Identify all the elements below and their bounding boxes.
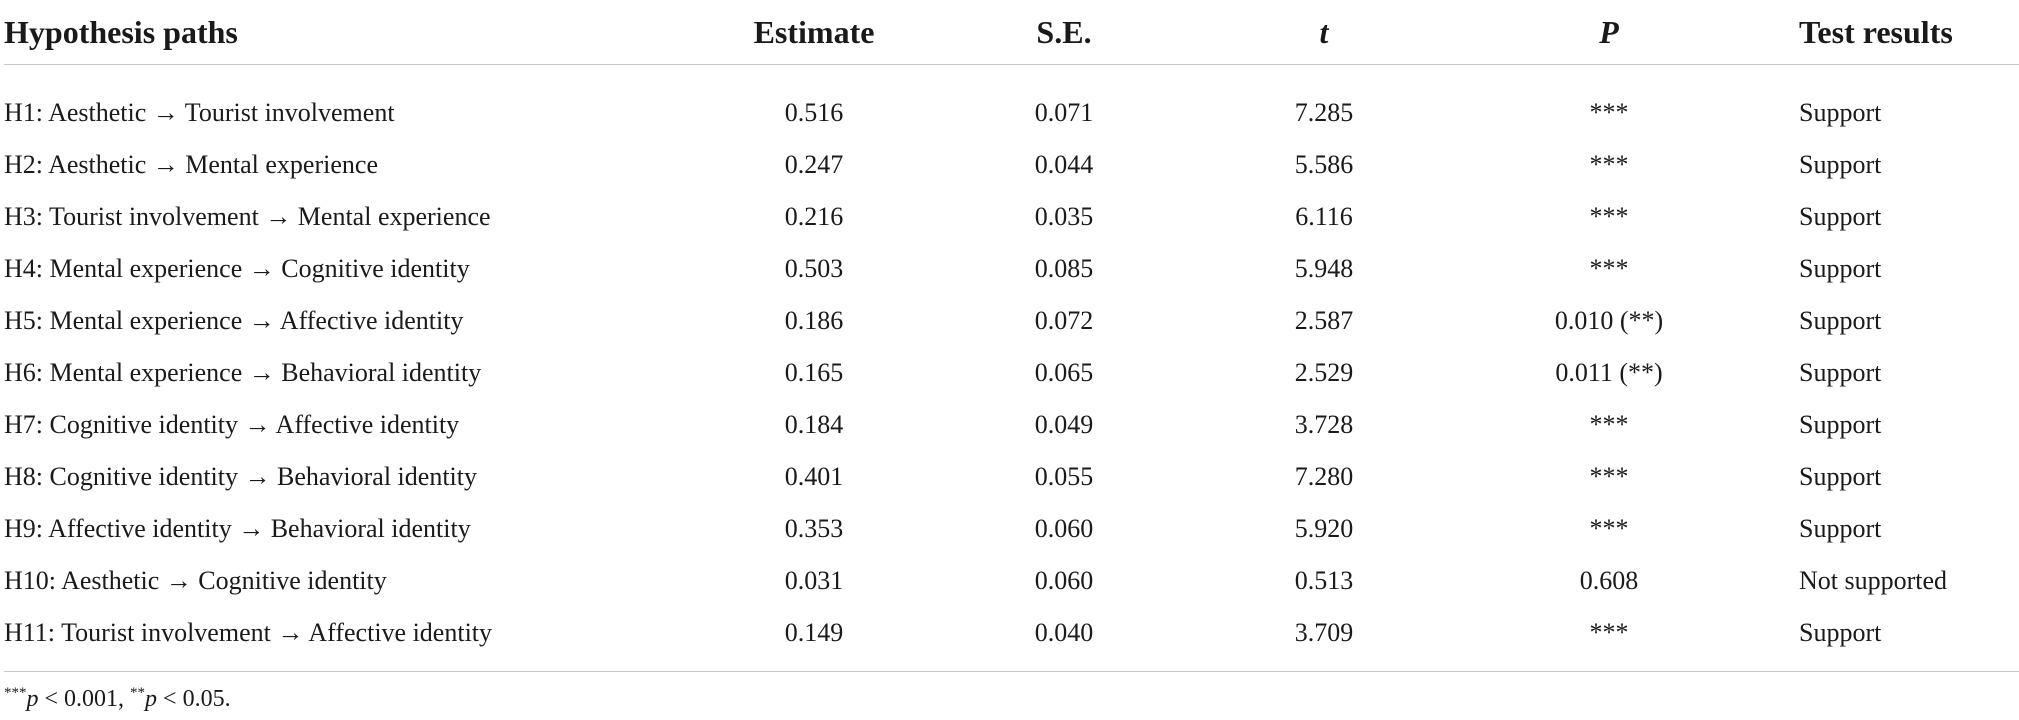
test-result-cell: Support <box>1799 514 1882 543</box>
estimate-cell: 0.184 <box>784 410 844 439</box>
hypothesis-path-cell: H10: Aesthetic → Cognitive identity <box>4 566 387 595</box>
table-row: H4: Mental experience → Cognitive identi… <box>4 243 2019 295</box>
se-cell: 0.060 <box>1034 514 1094 543</box>
footnote-marker-2: ** <box>130 685 146 701</box>
t-value-cell: 5.948 <box>1294 254 1354 283</box>
t-value-cell: 0.513 <box>1294 566 1354 595</box>
footnote-var-2: p <box>145 686 158 712</box>
t-value-cell: 2.587 <box>1294 306 1354 335</box>
table-row: H10: Aesthetic → Cognitive identity 0.031… <box>4 555 2019 607</box>
p-value-cell: 0.011 (**) <box>1555 358 1663 387</box>
se-cell: 0.044 <box>1034 150 1094 179</box>
test-result-cell: Support <box>1769 607 2019 672</box>
estimate-cell: 0.516 <box>784 98 844 127</box>
header-p: P <box>1449 0 1769 65</box>
table-row: H3: Tourist involvement → Mental experie… <box>4 191 2019 243</box>
header-test-results: Test results <box>1769 0 2019 65</box>
t-value-cell: 5.920 <box>1294 514 1354 543</box>
estimate-cell: 0.216 <box>784 202 844 231</box>
se-cell: 0.071 <box>1034 98 1094 127</box>
table-footnote: ***p < 0.001, **p < 0.05. <box>4 685 231 713</box>
p-value-cell: *** <box>1589 202 1629 231</box>
p-value-cell: *** <box>1449 607 1769 672</box>
table-row: H6: Mental experience → Behavioral ident… <box>4 347 2019 399</box>
header-estimate: Estimate <box>699 0 929 65</box>
test-result-cell: Support <box>1799 254 1882 283</box>
t-value-cell: 7.280 <box>1294 462 1354 491</box>
estimate-cell: 0.149 <box>699 607 929 672</box>
t-value-cell: 6.116 <box>1295 202 1353 231</box>
p-value-cell: 0.010 (**) <box>1554 306 1664 335</box>
header-hypothesis-paths: Hypothesis paths <box>4 0 699 65</box>
estimate-cell: 0.247 <box>784 150 844 179</box>
hypothesis-path-cell: H5: Mental experience → Affective identi… <box>4 306 464 335</box>
t-value-cell: 3.728 <box>1294 410 1354 439</box>
table-row: H1: Aesthetic → Tourist involvement 0.516… <box>4 65 2019 140</box>
p-value-cell: *** <box>1589 462 1629 491</box>
estimate-cell: 0.401 <box>784 462 844 491</box>
table-header: Hypothesis paths Estimate S.E. t P Test … <box>4 0 2019 65</box>
table-row: H5: Mental experience → Affective identi… <box>4 295 2019 347</box>
estimate-cell: 0.503 <box>784 254 844 283</box>
table-row: H2: Aesthetic → Mental experience 0.247 0.… <box>4 139 2019 191</box>
table-row: H7: Cognitive identity → Affective ident… <box>4 399 2019 451</box>
footnote-marker-1: *** <box>4 685 27 701</box>
p-value-cell: *** <box>1589 410 1629 439</box>
t-value-cell: 7.285 <box>1294 98 1354 127</box>
header-se: S.E. <box>929 0 1199 65</box>
p-value-cell: *** <box>1589 98 1629 127</box>
hypothesis-path-cell: H2: Aesthetic → Mental experience <box>4 150 378 179</box>
hypothesis-path-cell: H4: Mental experience → Cognitive identi… <box>4 254 470 283</box>
footnote-var-1: p <box>26 686 39 712</box>
test-result-cell: Support <box>1799 462 1882 491</box>
estimate-cell: 0.186 <box>784 306 844 335</box>
hypothesis-path-cell: H8: Cognitive identity → Behavioral iden… <box>4 462 477 491</box>
test-result-cell: Not supported <box>1799 566 1948 595</box>
se-cell: 0.040 <box>929 607 1199 672</box>
test-result-cell: Support <box>1799 202 1882 231</box>
estimate-cell: 0.031 <box>784 566 844 595</box>
test-result-cell: Support <box>1799 98 1882 127</box>
hypothesis-results-table: Hypothesis paths Estimate S.E. t P Test … <box>4 0 2019 672</box>
t-value-cell: 2.529 <box>1294 358 1354 387</box>
hypothesis-path-cell: H9: Affective identity → Behavioral iden… <box>4 514 471 543</box>
p-value-cell: *** <box>1589 254 1629 283</box>
t-value-cell: 5.586 <box>1294 150 1354 179</box>
se-cell: 0.072 <box>1034 306 1094 335</box>
footnote-threshold-1: < 0.001, <box>38 686 131 712</box>
hypothesis-path-cell: H11: Tourist involvement → Affective ide… <box>4 607 699 672</box>
se-cell: 0.060 <box>1034 566 1094 595</box>
footnote-threshold-2: < 0.05. <box>157 686 231 712</box>
table-body: H1: Aesthetic → Tourist involvement 0.516… <box>4 65 2019 672</box>
p-value-cell: *** <box>1589 514 1629 543</box>
hypothesis-path-cell: H1: Aesthetic → Tourist involvement <box>4 98 395 127</box>
test-result-cell: Support <box>1799 410 1882 439</box>
estimate-cell: 0.353 <box>784 514 844 543</box>
se-cell: 0.035 <box>1034 202 1094 231</box>
test-result-cell: Support <box>1799 358 1882 387</box>
header-t: t <box>1199 0 1449 65</box>
hypothesis-path-cell: H7: Cognitive identity → Affective ident… <box>4 410 460 439</box>
estimate-cell: 0.165 <box>784 358 844 387</box>
se-cell: 0.049 <box>1034 410 1094 439</box>
test-result-cell: Support <box>1799 306 1882 335</box>
hypothesis-path-cell: H3: Tourist involvement → Mental experie… <box>4 202 491 231</box>
se-cell: 0.055 <box>1034 462 1094 491</box>
p-value-cell: 0.608 <box>1579 566 1639 595</box>
header-row: Hypothesis paths Estimate S.E. t P Test … <box>4 0 2019 65</box>
se-cell: 0.085 <box>1034 254 1094 283</box>
table-row: H9: Affective identity → Behavioral iden… <box>4 503 2019 555</box>
se-cell: 0.065 <box>1034 358 1094 387</box>
hypothesis-path-cell: H6: Mental experience → Behavioral ident… <box>4 358 482 387</box>
t-value-cell: 3.709 <box>1199 607 1449 672</box>
test-result-cell: Support <box>1799 150 1882 179</box>
table-row: H11: Tourist involvement → Affective ide… <box>4 607 2019 672</box>
table-row: H8: Cognitive identity → Behavioral iden… <box>4 451 2019 503</box>
p-value-cell: *** <box>1589 150 1629 179</box>
